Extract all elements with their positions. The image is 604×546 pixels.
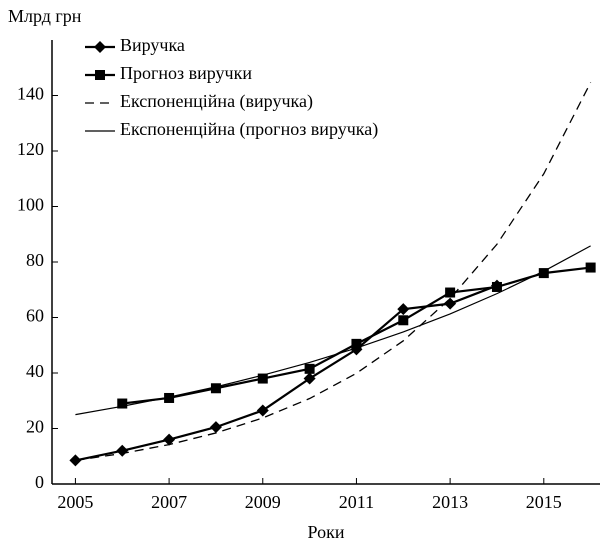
data-point (398, 315, 409, 326)
series-line (122, 266, 591, 405)
data-point (444, 297, 457, 310)
legend-marker (94, 41, 106, 53)
data-point (585, 262, 596, 273)
data-point (163, 433, 176, 446)
y-tick-label: 120 (17, 139, 44, 159)
y-tick-label: 80 (26, 250, 44, 270)
series-line (75, 245, 591, 416)
data-point (351, 338, 362, 349)
legend-label: Експоненційна (прогноз виручка) (120, 119, 378, 140)
y-tick-label: 40 (26, 361, 44, 381)
data-point (491, 281, 502, 292)
x-tick-label: 2013 (432, 492, 468, 512)
y-tick-label: 100 (17, 195, 44, 215)
y-axis-label: Млрд грн (8, 6, 82, 26)
data-point (304, 363, 315, 374)
y-tick-label: 20 (26, 417, 44, 437)
y-tick-label: 60 (26, 306, 44, 326)
data-point (164, 392, 175, 403)
data-point (256, 404, 269, 417)
x-tick-label: 2009 (245, 492, 281, 512)
data-point (116, 444, 129, 457)
legend-label: Виручка (120, 35, 185, 55)
x-tick-label: 2011 (339, 492, 374, 512)
data-point (445, 287, 456, 298)
data-point (257, 373, 268, 384)
legend-label: Прогноз виручки (120, 63, 252, 83)
data-point (397, 303, 410, 316)
data-point (117, 398, 128, 409)
x-tick-label: 2007 (151, 492, 187, 512)
data-point (210, 383, 221, 394)
series-line (75, 82, 592, 462)
legend-label: Експоненційна (виручка) (120, 91, 313, 112)
x-tick-label: 2005 (57, 492, 93, 512)
data-point (209, 421, 222, 434)
data-point (303, 372, 316, 385)
y-tick-label: 0 (35, 472, 44, 492)
legend-marker (95, 70, 105, 80)
y-tick-label: 140 (17, 84, 44, 104)
x-axis-label: Роки (308, 522, 345, 542)
x-tick-label: 2015 (526, 492, 562, 512)
data-point (538, 268, 549, 279)
